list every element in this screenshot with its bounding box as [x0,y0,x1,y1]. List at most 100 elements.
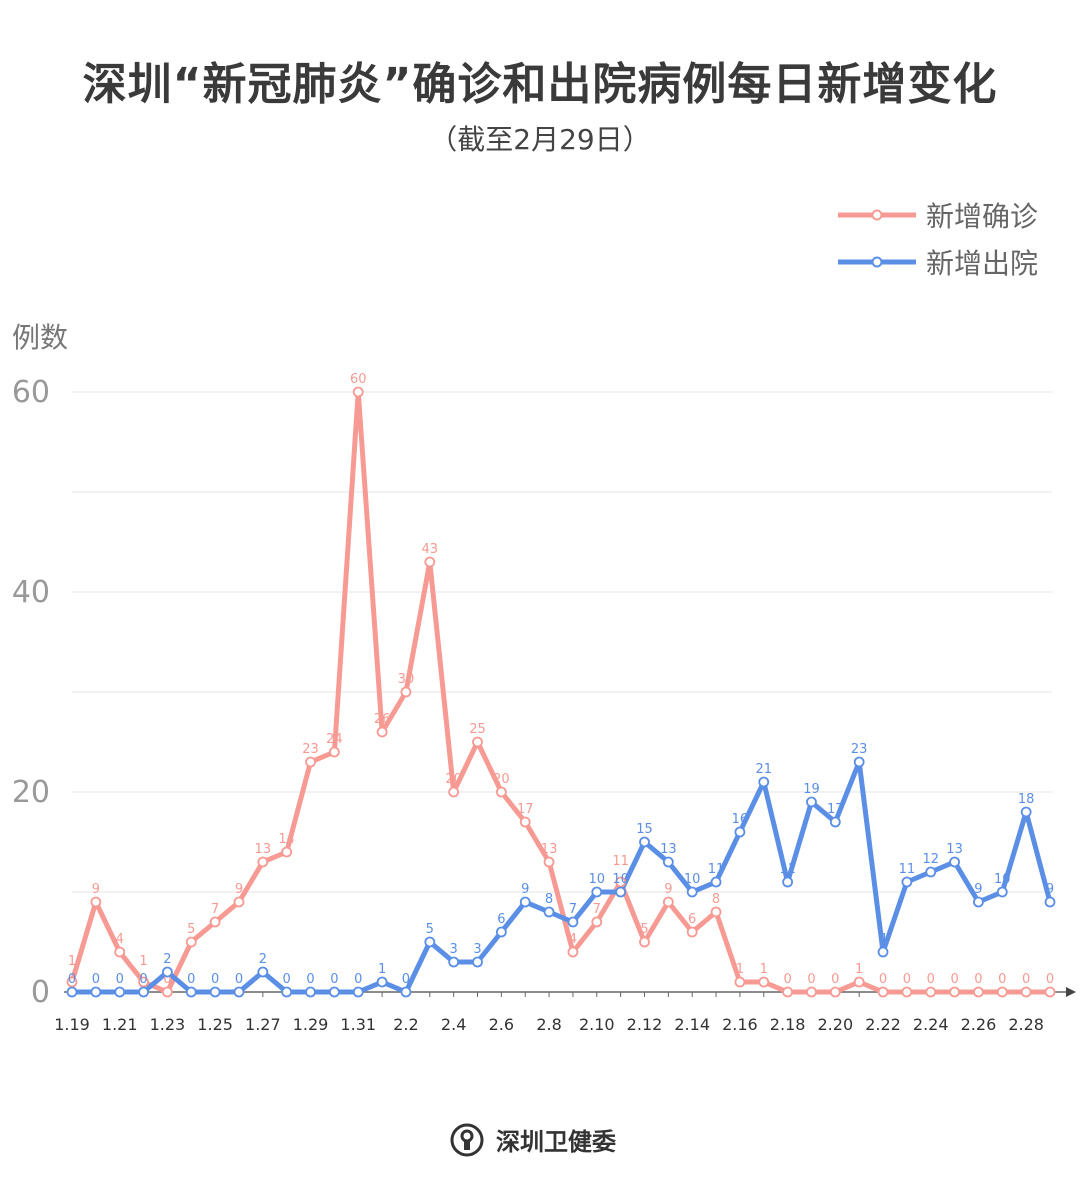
data-point [949,986,960,998]
data-label: 11 [779,862,796,877]
data-label: 30 [398,672,415,687]
data-point [925,986,937,998]
data-point [710,876,722,888]
data-point [257,856,269,868]
data-label: 13 [255,842,272,857]
data-label: 23 [302,742,319,757]
x-axis-arrow-icon [1066,987,1076,997]
data-point [734,826,746,838]
data-point [901,986,913,998]
data-label: 5 [640,922,648,937]
health-commission-logo-icon [450,1123,484,1156]
data-label: 2 [163,952,171,967]
data-label: 7 [211,902,219,917]
data-label: 0 [807,972,815,987]
data-label: 26 [374,712,391,727]
data-point [949,856,960,868]
data-point [185,986,197,998]
x-tick-label: 2.12 [627,1015,663,1034]
data-point [495,786,507,798]
data-label: 25 [469,722,486,737]
data-point [376,726,388,738]
data-label: 13 [946,842,963,857]
data-point [591,916,603,928]
y-axis-label: 例数 [12,321,69,354]
data-point [185,936,197,948]
data-point [328,986,340,998]
data-label: 5 [426,922,434,937]
x-tick-label: 2.8 [536,1015,561,1034]
x-tick-label: 2.2 [393,1015,418,1034]
data-label: 0 [235,972,243,987]
data-label: 1 [855,962,863,977]
data-label: 7 [593,902,601,917]
data-label: 17 [517,802,534,817]
legend-label-discharged: 新增出院 [926,247,1039,280]
data-point [90,896,102,908]
data-point [138,976,149,988]
data-point [519,816,531,828]
data-point [90,986,102,998]
data-point [925,866,937,878]
data-label: 0 [354,972,362,987]
data-label: 17 [827,802,844,817]
data-point [782,876,794,888]
data-label: 0 [927,972,935,987]
footer-source: 深圳卫健委 [450,1122,616,1157]
data-label: 11 [899,862,916,877]
data-label: 10 [994,872,1011,887]
data-point [829,986,841,998]
data-label: 4 [116,932,124,947]
data-label: 0 [879,972,887,987]
data-label: 10 [684,872,701,887]
data-label: 15 [636,822,653,837]
data-point [877,986,889,998]
data-point [162,966,173,978]
y-tick-label: 60 [12,375,50,410]
data-point [615,886,627,898]
data-point [973,986,984,998]
data-label: 0 [68,972,76,987]
data-label: 13 [541,842,558,857]
data-label: 1 [760,962,768,977]
data-label: 19 [803,782,820,797]
data-label: 43 [422,542,439,557]
data-point [686,926,698,938]
x-tick-label: 1.29 [293,1015,329,1034]
data-label: 1 [139,954,147,969]
data-label: 0 [283,972,291,987]
data-point [233,896,245,908]
data-label: 9 [974,882,982,897]
data-label: 16 [732,812,749,827]
data-label: 9 [1046,882,1054,897]
data-label: 0 [116,972,124,987]
data-label: 2 [259,952,267,967]
x-tick-label: 1.31 [340,1015,376,1034]
data-point [853,976,865,988]
data-label: 23 [851,742,868,757]
data-point [543,856,555,868]
data-label: 9 [521,882,529,897]
data-label: 0 [139,972,147,987]
data-point [305,756,316,768]
data-label: 3 [473,942,481,957]
data-label: 0 [92,972,100,987]
data-label: 1 [378,962,386,977]
data-point [758,976,770,988]
data-label: 0 [831,972,839,987]
data-label: 18 [1018,792,1035,807]
data-point [782,986,794,998]
data-label: 13 [660,842,677,857]
data-point [806,796,817,808]
x-tick-label: 1.27 [245,1015,281,1034]
data-point [114,986,126,998]
data-label: 1 [68,954,76,969]
data-point [996,886,1008,898]
data-label: 5 [187,922,195,937]
data-label: 4 [879,932,887,947]
data-point [305,986,316,998]
data-label: 0 [1046,972,1054,987]
x-tick-label: 2.24 [913,1015,949,1034]
data-point [257,966,269,978]
